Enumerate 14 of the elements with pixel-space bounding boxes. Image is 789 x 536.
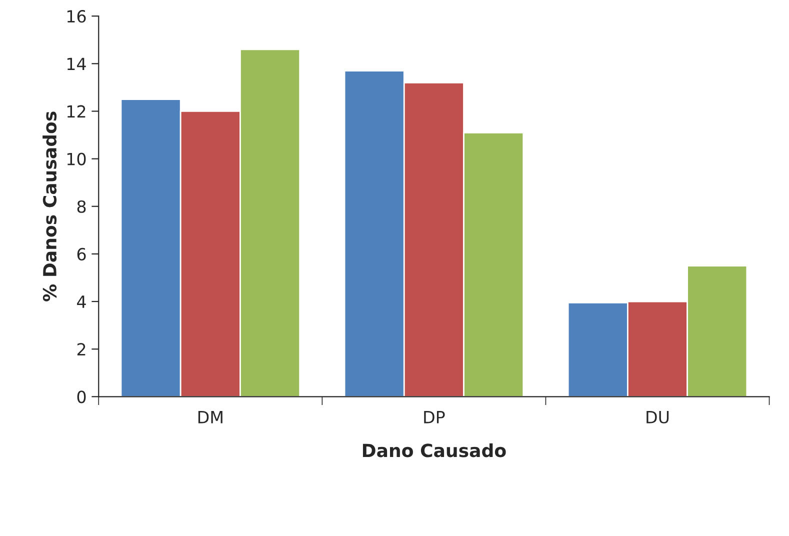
x-tick-label: DU <box>646 411 669 424</box>
x-axis-title: Dano Causado <box>362 443 506 458</box>
y-tick-label: 12 <box>67 105 86 118</box>
x-tick-label: DP <box>424 411 445 424</box>
y-tick-label: 10 <box>67 152 86 166</box>
y-tick-label: 0 <box>77 390 86 404</box>
y-tick-label: 6 <box>77 248 86 260</box>
x-tick-label: DM <box>198 411 222 424</box>
y-tick-label: 4 <box>77 296 86 308</box>
y-axis-title: % Danos Causados <box>42 112 57 302</box>
y-tick-label: 8 <box>77 200 86 213</box>
y-tick-label: 2 <box>77 343 86 356</box>
y-tick-label: 16 <box>67 10 86 23</box>
y-tick-label: 14 <box>67 58 86 70</box>
